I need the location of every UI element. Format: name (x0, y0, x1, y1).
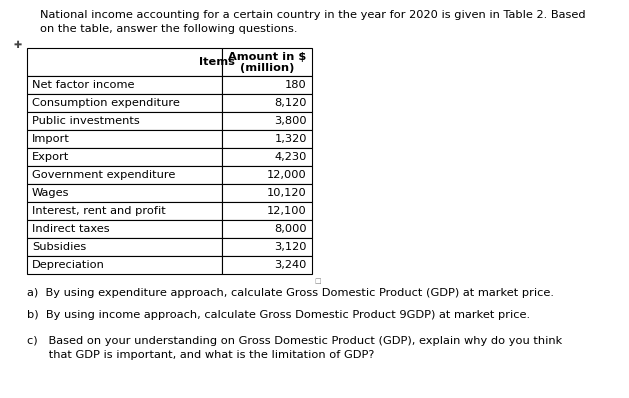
Text: a)  By using expenditure approach, calculate Gross Domestic Product (GDP) at mar: a) By using expenditure approach, calcul… (27, 288, 554, 298)
Text: National income accounting for a certain country in the year for 2020 is given i: National income accounting for a certain… (40, 10, 586, 20)
Text: Indirect taxes: Indirect taxes (32, 224, 109, 234)
Text: 180: 180 (285, 80, 307, 90)
Bar (222, 238, 312, 256)
Text: Export: Export (32, 152, 69, 162)
Text: 1,320: 1,320 (274, 134, 307, 144)
Text: 4,230: 4,230 (275, 152, 307, 162)
Text: 3,240: 3,240 (275, 260, 307, 270)
Text: 12,000: 12,000 (267, 170, 307, 180)
Text: Public investments: Public investments (32, 116, 140, 126)
Text: Interest, rent and profit: Interest, rent and profit (32, 206, 166, 216)
Text: 12,100: 12,100 (267, 206, 307, 216)
Text: □: □ (314, 278, 321, 284)
Bar (27, 202, 222, 220)
Bar (222, 148, 312, 166)
Text: Subsidies: Subsidies (32, 242, 86, 252)
Text: 3,120: 3,120 (274, 242, 307, 252)
Text: 8,000: 8,000 (274, 224, 307, 234)
Text: that GDP is important, and what is the limitation of GDP?: that GDP is important, and what is the l… (27, 350, 374, 360)
Bar (27, 112, 222, 130)
Bar (27, 48, 222, 76)
Bar (27, 256, 222, 274)
Text: Government expenditure: Government expenditure (32, 170, 175, 180)
Bar (222, 112, 312, 130)
Text: (million): (million) (240, 63, 294, 73)
Bar (222, 166, 312, 184)
Text: Consumption expenditure: Consumption expenditure (32, 98, 180, 108)
Bar (222, 202, 312, 220)
Bar (222, 48, 312, 76)
Bar (27, 220, 222, 238)
Text: 3,800: 3,800 (274, 116, 307, 126)
Bar (222, 256, 312, 274)
Bar (27, 238, 222, 256)
Text: Import: Import (32, 134, 70, 144)
Bar (27, 94, 222, 112)
Bar (27, 184, 222, 202)
Bar (222, 220, 312, 238)
Text: 8,120: 8,120 (274, 98, 307, 108)
Text: Wages: Wages (32, 188, 69, 198)
Bar (27, 130, 222, 148)
Text: ✚: ✚ (14, 40, 22, 50)
Text: Net factor income: Net factor income (32, 80, 135, 90)
Bar (222, 76, 312, 94)
Text: 10,120: 10,120 (267, 188, 307, 198)
Bar (222, 94, 312, 112)
Bar (27, 148, 222, 166)
Text: Depreciation: Depreciation (32, 260, 105, 270)
Bar (222, 130, 312, 148)
Text: on the table, answer the following questions.: on the table, answer the following quest… (40, 24, 298, 34)
Bar (222, 184, 312, 202)
Text: Items: Items (199, 57, 235, 67)
Text: c)   Based on your understanding on Gross Domestic Product (GDP), explain why do: c) Based on your understanding on Gross … (27, 336, 562, 346)
Text: b)  By using income approach, calculate Gross Domestic Product 9GDP) at market p: b) By using income approach, calculate G… (27, 310, 530, 320)
Bar (27, 166, 222, 184)
Bar (27, 76, 222, 94)
Text: Amount in $: Amount in $ (228, 52, 306, 62)
